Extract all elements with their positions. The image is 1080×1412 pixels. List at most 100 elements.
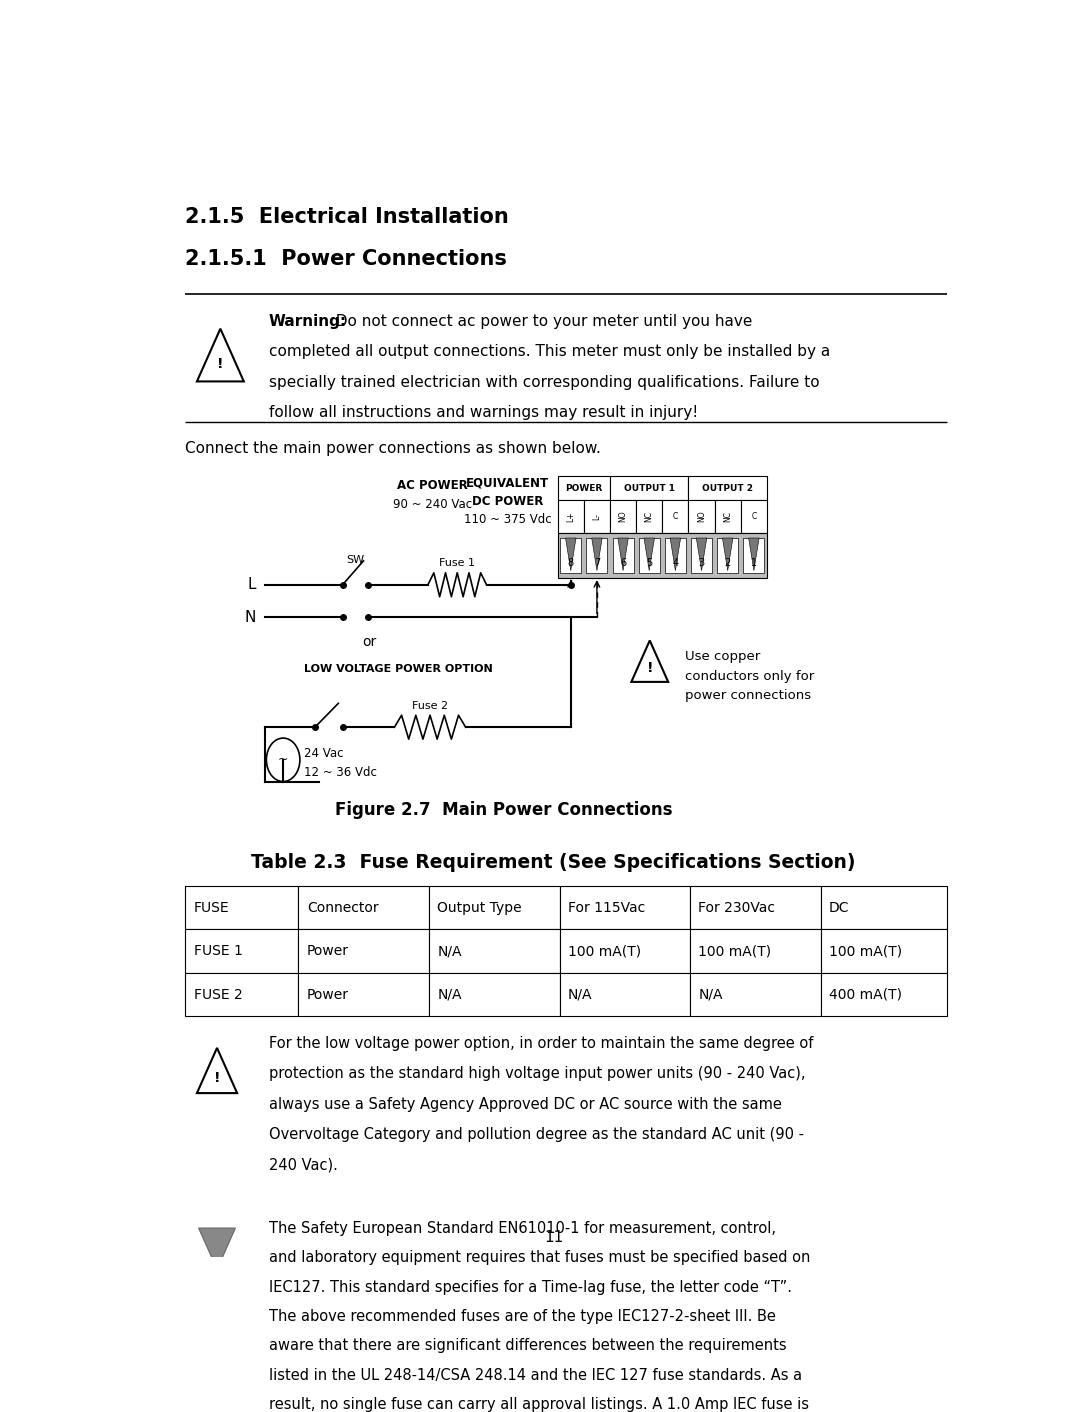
Text: N/A: N/A [568, 987, 593, 1001]
FancyBboxPatch shape [429, 885, 559, 929]
Text: DC POWER: DC POWER [472, 494, 543, 507]
Text: 5: 5 [646, 559, 652, 569]
FancyBboxPatch shape [610, 476, 688, 500]
FancyBboxPatch shape [429, 973, 559, 1017]
Polygon shape [618, 538, 629, 570]
FancyBboxPatch shape [610, 500, 636, 532]
FancyBboxPatch shape [557, 500, 584, 532]
Text: Note: Note [206, 1274, 228, 1282]
Text: C: C [752, 511, 756, 521]
Text: For 115Vac: For 115Vac [568, 901, 645, 915]
FancyBboxPatch shape [561, 538, 581, 573]
FancyBboxPatch shape [662, 500, 688, 532]
Text: Use copper: Use copper [685, 650, 760, 664]
Text: L: L [248, 578, 256, 592]
Text: NC: NC [645, 511, 653, 522]
Text: The above recommended fuses are of the type IEC127-2-sheet III. Be: The above recommended fuses are of the t… [269, 1309, 775, 1324]
Polygon shape [566, 538, 576, 570]
FancyBboxPatch shape [298, 885, 429, 929]
FancyBboxPatch shape [298, 973, 429, 1017]
FancyBboxPatch shape [557, 476, 610, 500]
Text: 2: 2 [725, 559, 731, 569]
Text: 3: 3 [699, 559, 704, 569]
Text: LOW VOLTAGE POWER OPTION: LOW VOLTAGE POWER OPTION [305, 664, 494, 674]
Text: 100 mA(T): 100 mA(T) [568, 945, 642, 959]
FancyBboxPatch shape [186, 885, 298, 929]
Text: For 230Vac: For 230Vac [699, 901, 775, 915]
FancyBboxPatch shape [715, 500, 741, 532]
Text: power connections: power connections [685, 689, 811, 702]
Text: OUTPUT 1: OUTPUT 1 [624, 483, 675, 493]
Text: C: C [673, 511, 678, 521]
Text: completed all output connections. This meter must only be installed by a: completed all output connections. This m… [269, 345, 831, 360]
Text: DC: DC [829, 901, 850, 915]
Polygon shape [644, 538, 654, 570]
Text: Warning:: Warning: [269, 313, 347, 329]
Text: 24 Vac: 24 Vac [305, 747, 343, 760]
Text: 90 ~ 240 Vac: 90 ~ 240 Vac [392, 498, 472, 511]
Text: 110 ~ 375 Vdc: 110 ~ 375 Vdc [463, 513, 551, 527]
Text: The Safety European Standard EN61010-1 for measurement, control,: The Safety European Standard EN61010-1 f… [269, 1221, 775, 1236]
FancyBboxPatch shape [557, 532, 767, 579]
FancyBboxPatch shape [584, 500, 610, 532]
Text: Table 2.3  Fuse Requirement (See Specifications Section): Table 2.3 Fuse Requirement (See Specific… [252, 853, 855, 873]
Text: FUSE 1: FUSE 1 [193, 945, 243, 959]
FancyBboxPatch shape [298, 929, 429, 973]
FancyBboxPatch shape [691, 538, 712, 573]
Text: POWER: POWER [565, 483, 603, 493]
FancyBboxPatch shape [559, 929, 690, 973]
Text: 7: 7 [594, 559, 600, 569]
FancyBboxPatch shape [186, 973, 298, 1017]
Text: result, no single fuse can carry all approval listings. A 1.0 Amp IEC fuse is: result, no single fuse can carry all app… [269, 1396, 809, 1412]
Text: protection as the standard high voltage input power units (90 - 240 Vac),: protection as the standard high voltage … [269, 1066, 806, 1082]
Text: 2.1.5  Electrical Installation: 2.1.5 Electrical Installation [186, 208, 509, 227]
Polygon shape [592, 538, 603, 570]
Text: 11: 11 [544, 1230, 563, 1244]
Text: Fuse 1: Fuse 1 [440, 559, 475, 569]
Text: FUSE: FUSE [193, 901, 229, 915]
Text: N/A: N/A [699, 987, 723, 1001]
Polygon shape [697, 538, 706, 570]
Text: NO: NO [697, 511, 706, 522]
FancyBboxPatch shape [665, 538, 686, 573]
FancyBboxPatch shape [688, 476, 767, 500]
Text: 4: 4 [673, 559, 678, 569]
Text: 8: 8 [568, 559, 573, 569]
Text: Fuse 2: Fuse 2 [411, 700, 448, 710]
Text: follow all instructions and warnings may result in injury!: follow all instructions and warnings may… [269, 405, 698, 421]
Text: or: or [362, 635, 377, 650]
FancyBboxPatch shape [586, 538, 607, 573]
Text: OUTPUT 2: OUTPUT 2 [702, 483, 753, 493]
Text: 240 Vac).: 240 Vac). [269, 1158, 338, 1173]
Text: 2.1.5.1  Power Connections: 2.1.5.1 Power Connections [186, 249, 508, 268]
FancyBboxPatch shape [690, 929, 821, 973]
FancyBboxPatch shape [559, 885, 690, 929]
FancyBboxPatch shape [743, 538, 765, 573]
Text: 1: 1 [751, 559, 757, 569]
FancyBboxPatch shape [429, 929, 559, 973]
Text: SW: SW [346, 555, 364, 565]
FancyBboxPatch shape [821, 929, 947, 973]
Text: Power: Power [307, 987, 349, 1001]
Text: always use a Safety Agency Approved DC or AC source with the same: always use a Safety Agency Approved DC o… [269, 1097, 782, 1111]
Text: 6: 6 [620, 559, 626, 569]
FancyBboxPatch shape [197, 1269, 238, 1288]
Text: NO: NO [619, 511, 627, 522]
Text: For the low voltage power option, in order to maintain the same degree of: For the low voltage power option, in ord… [269, 1036, 813, 1051]
Text: specially trained electrician with corresponding qualifications. Failure to: specially trained electrician with corre… [269, 376, 820, 390]
Text: Connector: Connector [307, 901, 378, 915]
Text: !: ! [647, 661, 653, 675]
Text: L-: L- [593, 513, 602, 520]
FancyBboxPatch shape [690, 973, 821, 1017]
Text: L+: L+ [566, 511, 576, 521]
Text: FUSE 2: FUSE 2 [193, 987, 242, 1001]
Text: and laboratory equipment requires that fuses must be specified based on: and laboratory equipment requires that f… [269, 1250, 810, 1265]
Text: Overvoltage Category and pollution degree as the standard AC unit (90 -: Overvoltage Category and pollution degre… [269, 1127, 804, 1142]
Text: Connect the main power connections as shown below.: Connect the main power connections as sh… [186, 441, 602, 456]
Text: Output Type: Output Type [437, 901, 522, 915]
FancyBboxPatch shape [636, 500, 662, 532]
Text: 400 mA(T): 400 mA(T) [829, 987, 902, 1001]
Text: 12 ~ 36 Vdc: 12 ~ 36 Vdc [305, 767, 377, 779]
Text: AC POWER: AC POWER [396, 479, 468, 493]
Text: conductors only for: conductors only for [685, 669, 814, 682]
